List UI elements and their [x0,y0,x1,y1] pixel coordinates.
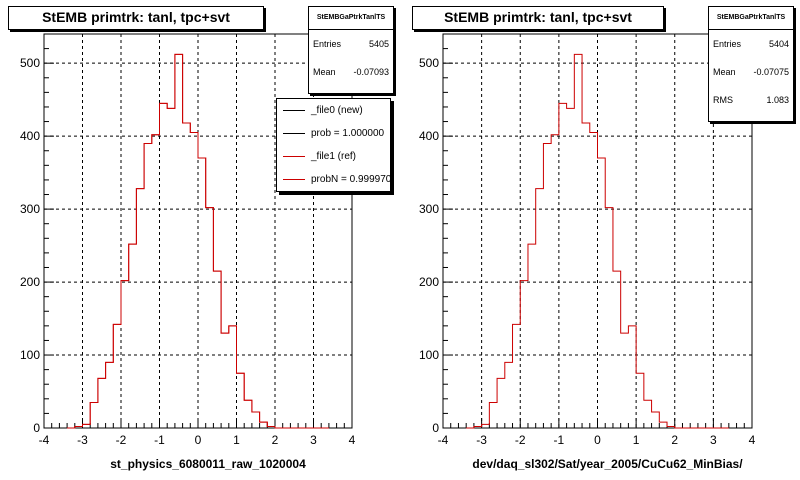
right-histogram-series-0 [466,53,729,429]
right-plot-frame [442,33,753,429]
y-tick-label: 100 [20,348,40,362]
left-stats-row-mean: Mean -0.07093 [309,58,393,86]
left-histogram-series-1 [67,53,329,429]
y-tick-label: 500 [419,56,439,70]
y-tick-label: 400 [20,129,40,143]
x-tick-label: -2 [515,433,526,447]
legend-swatch [283,179,305,180]
stats-label: Mean [313,67,336,77]
legend-entry-file0: _file0 (new) [277,99,390,122]
right-x-axis-label: dev/daq_sl302/Sat/year_2005/CuCu62_MinBi… [472,457,743,471]
right-stats-row-mean: Mean -0.07075 [709,58,793,86]
legend-entry-probn: probN = 0.999970 [277,168,390,191]
left-plot-frame [43,33,353,429]
legend-entry-file1: _file1 (ref) [277,145,390,168]
stats-value: -0.07093 [353,67,389,77]
x-tick-label: 1 [633,433,640,447]
left-stats-box: StEMBGaPtrkTanlTS Entries 5405 Mean -0.0… [308,6,394,94]
x-tick-label: 3 [310,433,317,447]
stats-value: 5405 [368,39,389,49]
left-histogram-title: StEMB primtrk: tanl, tpc+svt [8,6,264,30]
x-tick-label: -1 [554,433,565,447]
x-tick-label: -1 [154,433,165,447]
x-tick-label: 2 [671,433,678,447]
stats-label: Entries [313,39,342,49]
y-tick-label: 0 [33,421,40,435]
right-stats-box: StEMBGaPtrkTanlTS Entries 5404 Mean -0.0… [708,6,794,122]
x-tick-label: -4 [39,433,50,447]
y-tick-label: 200 [419,275,439,289]
stats-label: RMS [713,95,733,105]
right-stats-row-rms: RMS 1.083 [709,86,793,114]
legend-text: probN = 0.999970 [311,174,391,185]
x-tick-label: 1 [233,433,240,447]
legend-text: _file1 (ref) [311,151,357,162]
x-tick-label: 4 [349,433,356,447]
y-tick-label: 500 [20,56,40,70]
x-tick-label: 2 [272,433,279,447]
x-tick-label: 3 [710,433,717,447]
stats-value: 1.083 [766,95,789,105]
y-tick-label: 400 [419,129,439,143]
x-tick-label: -3 [476,433,487,447]
legend-text: prob = 1.000000 [311,128,385,139]
stats-label: Entries [713,39,742,49]
legend-swatch [283,156,305,157]
right-stats-row-entries: Entries 5404 [709,30,793,58]
y-tick-label: 300 [419,202,439,216]
x-tick-label: 4 [749,433,756,447]
y-tick-label: 0 [432,421,439,435]
right-histogram-panel: -4 -3 -2 -1 0 1 2 3 4 0 100 200 300 400 500 dev/daq_sl3… [419,33,756,471]
y-tick-label: 100 [419,348,439,362]
x-tick-label: -2 [116,433,127,447]
right-histogram-title: StEMB primtrk: tanl, tpc+svt [412,6,664,30]
left-x-axis-label: st_physics_6080011_raw_1020004 [110,457,306,471]
left-stats-name: StEMBGaPtrkTanlTS [309,7,393,30]
left-stats-row-entries: Entries 5405 [309,30,393,58]
left-legend: _file0 (new) prob = 1.000000 _file1 (ref… [276,98,391,192]
x-tick-label: 0 [594,433,601,447]
legend-text: _file0 (new) [311,105,363,116]
legend-swatch [283,110,305,111]
y-tick-label: 300 [20,202,40,216]
legend-swatch [283,133,305,134]
stats-label: Mean [713,67,736,77]
x-tick-label: 0 [195,433,202,447]
stats-value: 5404 [768,39,789,49]
right-stats-name: StEMBGaPtrkTanlTS [709,7,793,30]
x-tick-label: -4 [438,433,449,447]
x-tick-label: -3 [77,433,88,447]
y-tick-label: 200 [20,275,40,289]
stats-value: -0.07075 [753,67,789,77]
legend-entry-prob: prob = 1.000000 [277,122,390,145]
